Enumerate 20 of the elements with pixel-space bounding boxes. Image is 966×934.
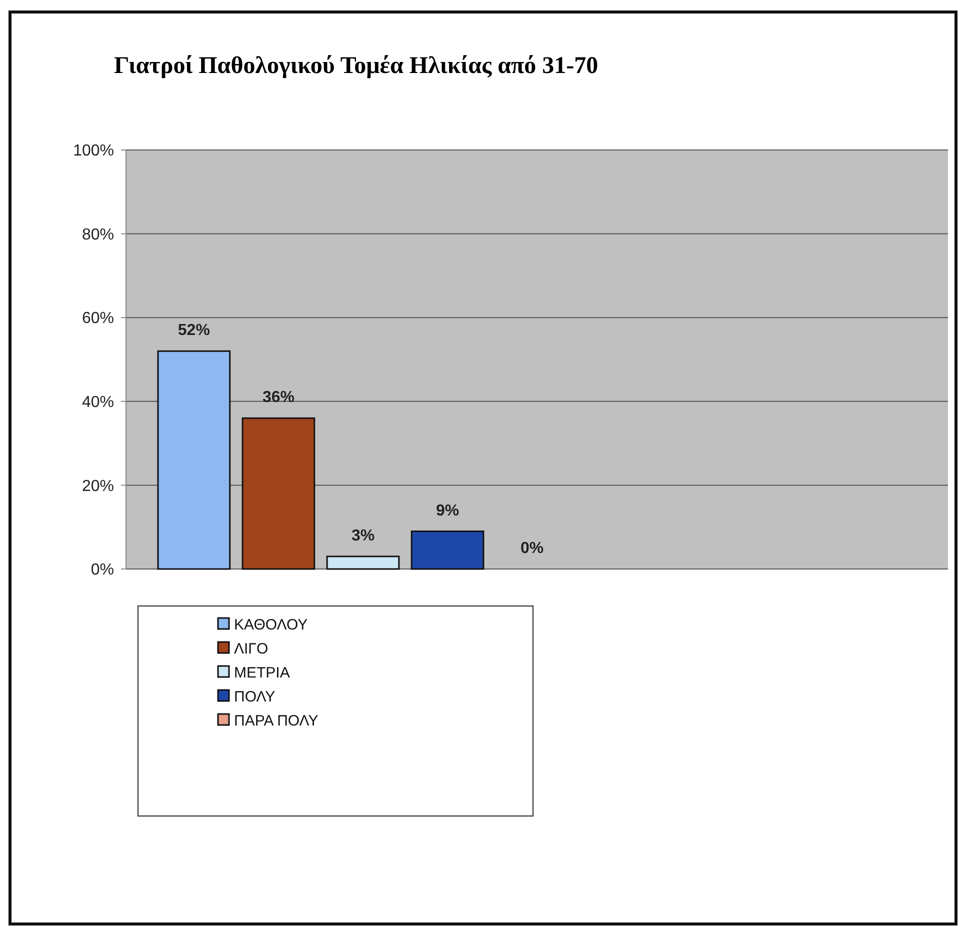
data-label: 9% [436,502,460,520]
legend-label: ΠΟΛΥ [234,688,276,706]
data-label: 3% [351,527,375,544]
data-label: 52% [178,322,210,340]
y-tick-label: 20% [82,478,114,495]
y-tick-label: 100% [73,142,114,160]
bar [326,556,400,570]
bar [157,350,231,570]
y-tick-label: 60% [82,310,114,328]
legend-label: ΜΕΤΡΙΑ [234,664,290,682]
y-tick-label: 80% [82,226,114,244]
y-tick-label: 40% [82,394,114,411]
legend-label: ΛΙΓΟ [234,640,268,658]
chart-title: Γιατροί Παθολογικού Τομέα Ηλικίας από 31-70 [114,53,598,79]
bar [242,417,316,570]
bar [410,530,484,570]
legend-label: ΚΑΘΟΛΟΥ [234,616,308,634]
y-tick-label: 0% [90,562,114,579]
legend-label: ΠΑΡΑ ΠΟΛΥ [234,712,318,730]
data-label: 0% [520,540,544,557]
